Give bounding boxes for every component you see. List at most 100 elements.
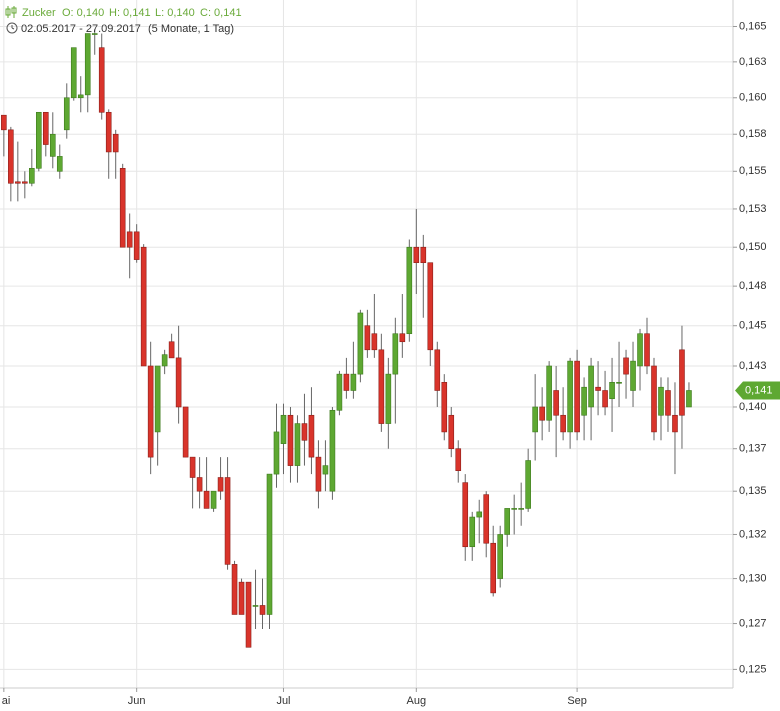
y-tick-label: 0,145: [739, 320, 767, 332]
candle-body: [658, 386, 664, 416]
candle-body: [490, 542, 497, 594]
period: (5 Monate, 1 Tag): [148, 23, 234, 35]
y-tick-label: 0,127: [739, 617, 767, 629]
candle-body: [84, 33, 91, 96]
candle-body: [49, 133, 56, 157]
candle-body: [91, 33, 98, 35]
candle-body: [259, 605, 266, 615]
y-tick-label: 0,143: [739, 360, 767, 372]
candle-body: [154, 365, 161, 433]
candle-body: [469, 516, 476, 548]
y-tick-label: 0,153: [739, 203, 767, 215]
candle-body: [399, 333, 406, 343]
candle-body: [1, 114, 7, 131]
candle-body: [280, 414, 287, 444]
y-tick-label: 0,130: [739, 572, 767, 584]
candle-body: [98, 47, 105, 113]
candle-body: [203, 490, 210, 509]
candle-body: [455, 448, 462, 471]
candle-body: [224, 477, 231, 565]
candle-body: [133, 231, 140, 260]
candle-body: [476, 511, 483, 518]
candle-body: [308, 414, 315, 458]
current-price-tag: [735, 381, 780, 400]
candle-body: [29, 167, 35, 184]
candle-body: [441, 381, 448, 433]
current-price-label: 0,141: [745, 384, 773, 396]
y-tick-label: 0,155: [739, 165, 767, 177]
y-tick-label: 0,132: [739, 528, 767, 540]
candle-body: [630, 360, 636, 391]
candle-body: [616, 381, 622, 384]
candle-body: [679, 349, 685, 416]
candle-body: [483, 494, 490, 544]
candle-body: [378, 349, 385, 424]
candle-body: [112, 133, 119, 153]
candle-body: [42, 111, 49, 145]
candle-icon: [5, 6, 17, 18]
candle-body: [231, 564, 238, 615]
x-tick-label: Jun: [128, 695, 146, 707]
candle-body: [245, 581, 252, 648]
candle-body: [8, 129, 14, 184]
x-tick-label: ai: [2, 695, 11, 707]
x-tick-label: Aug: [407, 695, 427, 707]
candle-body: [35, 111, 42, 169]
candle-body: [637, 333, 643, 367]
candle-body: [252, 605, 259, 607]
y-tick-label: 0,137: [739, 443, 767, 455]
candle-body: [588, 365, 594, 408]
candle-body: [553, 390, 559, 416]
candle-body: [567, 360, 573, 433]
clock-icon: [6, 22, 18, 34]
candle-body: [497, 534, 504, 579]
ohlc-low: L: 0,140: [155, 7, 195, 19]
y-tick-label: 0,160: [739, 92, 767, 104]
candle-body: [525, 460, 531, 509]
candle-body: [385, 373, 392, 424]
candle-body: [119, 167, 126, 248]
candle-body: [168, 341, 175, 359]
candle-body: [581, 386, 587, 416]
candle-body: [217, 477, 224, 492]
instrument-name: Zucker: [22, 7, 56, 19]
candle-body: [518, 508, 524, 510]
candle-body: [15, 181, 21, 184]
candle-body: [56, 156, 63, 172]
candle-body: [392, 333, 399, 375]
candle-body: [560, 414, 566, 433]
candle-body: [595, 386, 601, 391]
candle-body: [651, 365, 657, 433]
candle-body: [539, 406, 545, 421]
candle-body: [672, 414, 678, 433]
candle-body: [350, 373, 357, 391]
candle-body: [644, 333, 650, 367]
candle-body: [273, 431, 280, 475]
ohlc-close: C: 0,141: [200, 7, 242, 19]
candle-body: [189, 456, 196, 478]
candle-body: [574, 360, 580, 433]
candle-body: [147, 365, 154, 458]
x-tick-label: Jul: [276, 695, 290, 707]
y-tick-label: 0,163: [739, 56, 767, 68]
candle-body: [105, 111, 112, 153]
candle-body: [665, 390, 671, 416]
candle-body: [294, 423, 301, 466]
candle-body: [238, 581, 245, 615]
ohlc-open: O: 0,140: [62, 7, 104, 19]
candle-body: [371, 333, 378, 351]
candle-body: [140, 246, 147, 367]
x-tick-label: Sep: [567, 695, 587, 707]
candle-body: [322, 465, 329, 475]
candle-body: [511, 508, 517, 510]
ohlc-high: H: 0,141: [109, 7, 151, 19]
candle-body: [343, 373, 350, 391]
y-tick-label: 0,148: [739, 280, 767, 292]
y-tick-label: 0,125: [739, 663, 767, 675]
y-tick-label: 0,165: [739, 20, 767, 32]
candle-body: [364, 325, 371, 351]
candle-body: [462, 482, 469, 548]
candle-body: [266, 473, 273, 615]
candle-body: [336, 373, 343, 411]
